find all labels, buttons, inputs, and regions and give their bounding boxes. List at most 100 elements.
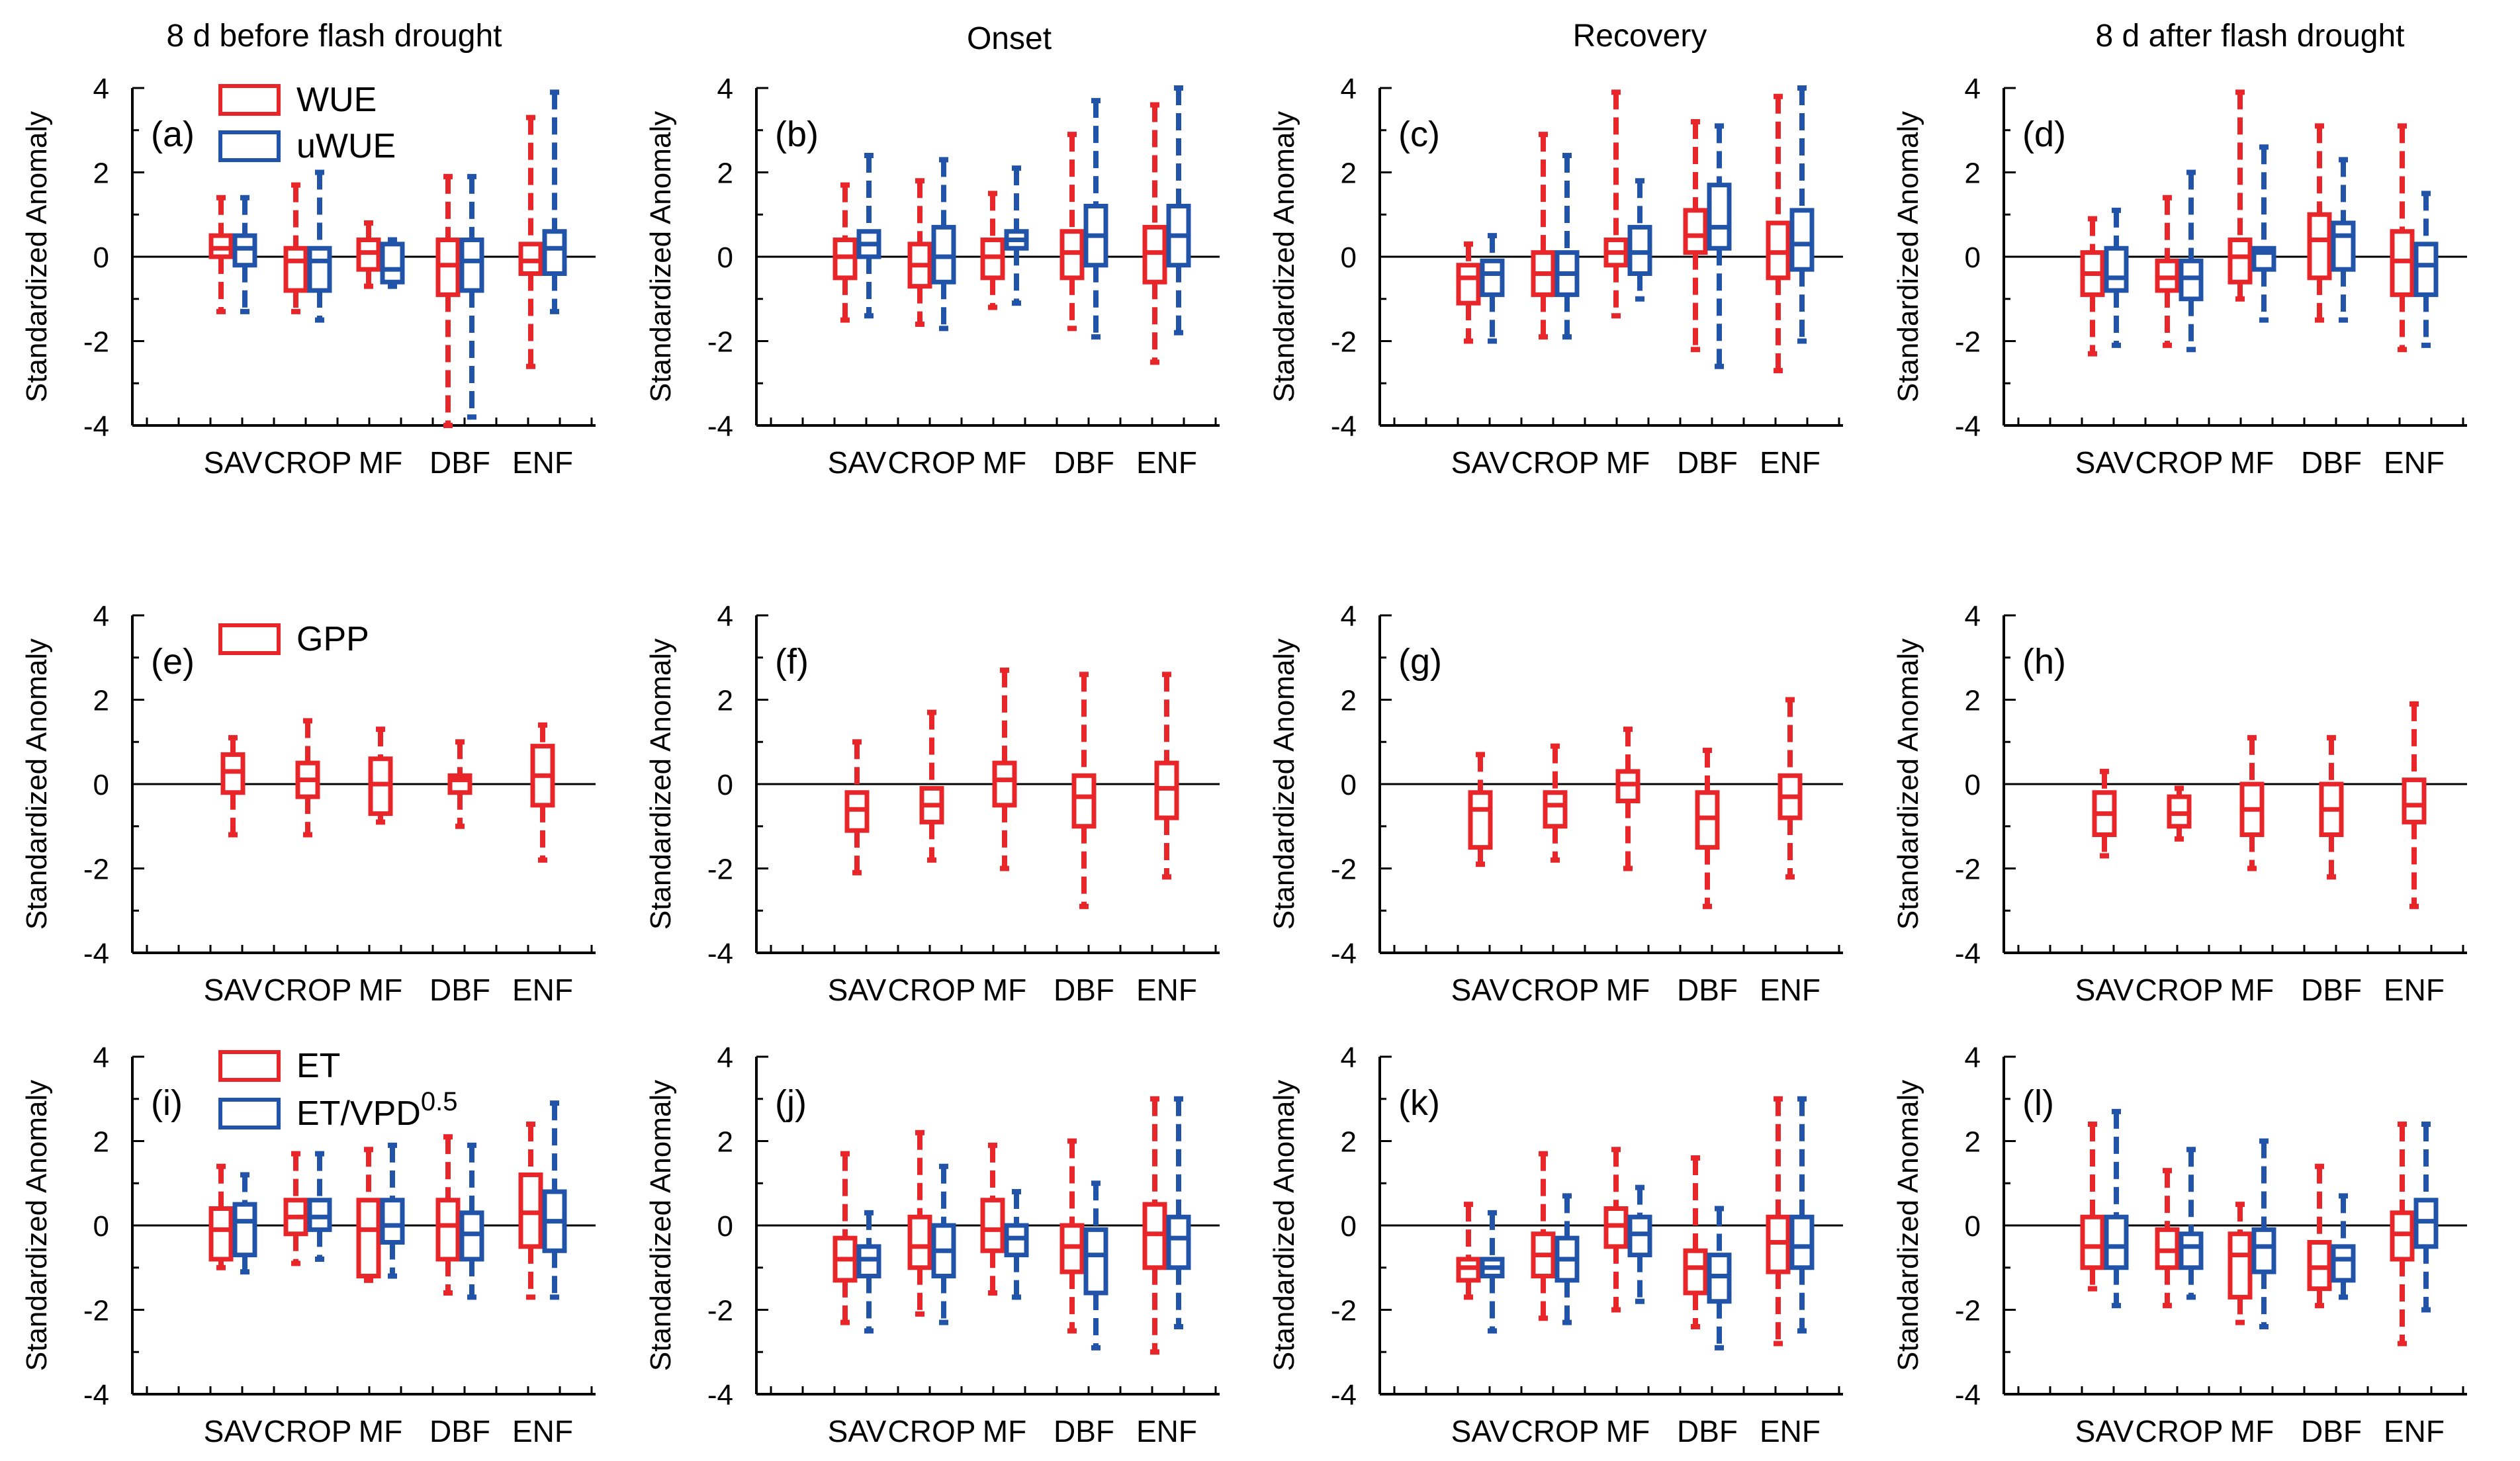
- category-label-mf: MF: [359, 445, 402, 480]
- series-gpp: [844, 667, 1179, 909]
- y-tick-label: 0: [717, 242, 733, 274]
- panel-label: (d): [2022, 114, 2066, 154]
- category-label-sav: SAV: [2075, 1414, 2134, 1448]
- y-tick-label: 0: [1965, 769, 1981, 801]
- y-axis-label: Standardized Anomaly: [1268, 1080, 1300, 1371]
- legend-swatch: [218, 130, 281, 162]
- category-label-crop: CROP: [888, 973, 976, 1007]
- y-tick-label: 2: [717, 1126, 733, 1159]
- panel-label: (j): [775, 1083, 807, 1123]
- category-label-dbf: DBF: [1054, 1414, 1114, 1448]
- category-label-dbf: DBF: [429, 1414, 490, 1448]
- series-uwue: [1480, 85, 1815, 369]
- y-tick-label: 4: [93, 600, 109, 633]
- y-tick-label: 4: [93, 1041, 109, 1074]
- box-iqr: [1683, 1248, 1708, 1296]
- box-iqr: [1071, 773, 1097, 829]
- legend-label: uWUE: [296, 127, 396, 165]
- category-label-crop: CROP: [2136, 973, 2224, 1007]
- y-tick-label: -4: [1331, 938, 1357, 970]
- y-axis-label: Standardized Anomaly: [1892, 1080, 1924, 1371]
- category-label-dbf: DBF: [429, 445, 490, 480]
- y-tick-label: 0: [717, 1210, 733, 1243]
- category-label-enf: ENF: [2384, 1414, 2445, 1448]
- panel-c: 4 2 0 -2 -4 Standardized Anomaly (c) SAV CROP MF D…: [1268, 73, 1843, 480]
- y-tick-label: -4: [83, 410, 109, 443]
- box-iqr: [2413, 242, 2439, 297]
- y-tick-label: 2: [1965, 157, 1981, 190]
- series-gpp: [1468, 697, 1803, 909]
- column-titles: 8 d before flash drought Onset Recovery …: [166, 19, 2404, 56]
- category-label-mf: MF: [2230, 445, 2274, 480]
- category-label-mf: MF: [2230, 973, 2274, 1007]
- y-axis-label: Standardized Anomaly: [1268, 639, 1300, 930]
- series-uwue: [2104, 144, 2439, 353]
- panel-label: (f): [775, 642, 809, 682]
- category-label-crop: CROP: [2136, 1414, 2224, 1448]
- column-title-after: 8 d after flash drought: [2096, 19, 2405, 54]
- y-tick-label: 0: [1965, 1210, 1981, 1243]
- panel-label: (b): [775, 114, 819, 154]
- y-tick-label: 4: [1341, 1041, 1357, 1074]
- box-iqr: [2251, 1227, 2276, 1274]
- legend-label: GPP: [296, 620, 369, 658]
- y-tick-label: -2: [1955, 854, 1981, 886]
- panel-label: (l): [2022, 1083, 2054, 1123]
- legend-row-1: GPP: [218, 620, 369, 658]
- box-iqr: [380, 1198, 405, 1245]
- panel-l: 4 2 0 -2 -4 Standardized Anomaly (l) SAV CROP MF D…: [1892, 1041, 2467, 1448]
- panel-a: 4 2 0 -2 -4 Standardized Anomaly (a) SAV CROP MF D…: [21, 73, 596, 480]
- box-iqr: [1083, 1227, 1108, 1296]
- y-axis-label: Standardized Anomaly: [21, 111, 53, 402]
- legend-swatch: [218, 84, 281, 116]
- category-label-crop: CROP: [264, 1414, 352, 1448]
- box-iqr: [1789, 1214, 1815, 1270]
- panel-d: 4 2 0 -2 -4 Standardized Anomaly (d) SAV CROP MF D…: [1892, 73, 2467, 480]
- y-tick-label: 2: [717, 157, 733, 190]
- y-tick-label: -2: [707, 326, 733, 359]
- column-title-recovery: Recovery: [1573, 19, 1707, 54]
- y-tick-label: 4: [717, 73, 733, 105]
- category-label-sav: SAV: [828, 1414, 887, 1448]
- category-label-dbf: DBF: [1677, 1414, 1738, 1448]
- category-label-dbf: DBF: [1677, 445, 1738, 480]
- box-iqr: [1789, 208, 1815, 272]
- panel-label: (c): [1398, 114, 1440, 154]
- box-iqr: [992, 760, 1017, 808]
- y-tick-label: 0: [1341, 769, 1357, 801]
- y-tick-label: 2: [717, 685, 733, 717]
- legend-label: WUE: [296, 81, 377, 119]
- y-tick-label: -2: [1331, 326, 1357, 359]
- series-et: [208, 1122, 543, 1300]
- box-iqr: [2228, 1231, 2253, 1300]
- series-et: [1456, 1096, 1791, 1347]
- category-label-dbf: DBF: [2301, 1414, 2362, 1448]
- y-tick-label: 4: [1965, 73, 1981, 105]
- y-axis-label: Standardized Anomaly: [645, 111, 677, 402]
- category-label-enf: ENF: [1760, 1414, 1821, 1448]
- series-gpp: [2092, 701, 2427, 909]
- y-tick-label: 4: [1965, 1041, 1981, 1074]
- y-tick-label: -4: [83, 1379, 109, 1411]
- series-gpp: [220, 718, 555, 863]
- category-label-enf: ENF: [2384, 973, 2445, 1007]
- box-iqr: [2179, 1231, 2204, 1270]
- category-label-enf: ENF: [1136, 1414, 1197, 1448]
- box-iqr: [1480, 258, 1505, 297]
- box-iqr: [307, 245, 332, 293]
- y-tick-label: -4: [1955, 938, 1981, 970]
- box-iqr: [542, 229, 567, 276]
- series-et-vpd-0-5: [1480, 1096, 1815, 1350]
- y-tick-label: 2: [93, 157, 109, 190]
- category-label-enf: ENF: [512, 445, 573, 480]
- category-label-enf: ENF: [1760, 445, 1821, 480]
- y-tick-label: -2: [83, 326, 109, 359]
- box-iqr: [2104, 245, 2129, 293]
- category-label-enf: ENF: [1136, 445, 1197, 480]
- y-tick-label: -4: [1955, 1379, 1981, 1411]
- panel-j: 4 2 0 -2 -4 Standardized Anomaly (j) SAV CROP MF D…: [645, 1041, 1220, 1448]
- series-et-vpd-0-5: [856, 1096, 1191, 1350]
- box-iqr: [1543, 790, 1568, 829]
- series-wue: [832, 102, 1167, 365]
